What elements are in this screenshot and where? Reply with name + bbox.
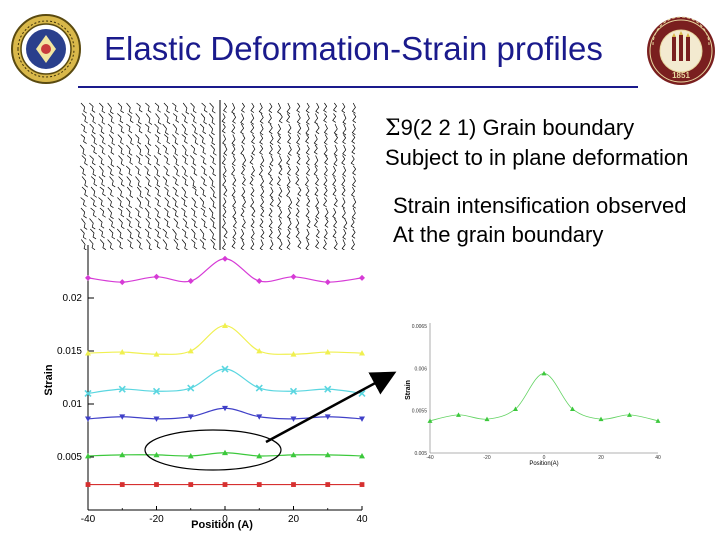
data-point (359, 350, 365, 356)
x-tick-label: 40 (356, 514, 368, 525)
data-point (222, 322, 228, 328)
data-point (119, 279, 126, 286)
y-tick-label: 0.01 (63, 399, 83, 410)
data-point (291, 482, 296, 487)
boundary-text: 9(2 2 1) Grain boundary (400, 115, 635, 140)
data-point (359, 482, 365, 487)
boundary-line: Σ9(2 2 1) Grain boundary (385, 113, 688, 143)
inset-strain-chart: -40 -20 0 20 40 0.005 0.0055 0.006 0.0065 Positi… (398, 318, 668, 473)
data-point (119, 414, 126, 420)
florida-state-university-seal-icon: 1851 (645, 15, 717, 92)
y-tick-label: 0.015 (57, 346, 82, 357)
data-point (118, 385, 126, 393)
atomic-lattice-image (79, 100, 361, 255)
inset-y-tick-label: 0.0065 (412, 324, 428, 330)
main-y-axis-label: Strain (43, 364, 55, 395)
y-tick-label: 0.005 (57, 452, 82, 463)
strain-profile-chart: -40 -20 0 20 40 0.005 0.01 0.015 0.02 Position (… (40, 245, 370, 540)
series-line-0 (87, 258, 363, 283)
data-point (119, 482, 125, 487)
inset-y-axis-label: Strain (405, 380, 412, 400)
inset-y-tick-label: 0.006 (414, 366, 427, 372)
data-point (359, 274, 365, 281)
data-point (325, 482, 331, 487)
data-point (153, 416, 160, 422)
data-point (256, 278, 263, 285)
inset-data-point (655, 418, 661, 423)
data-point (256, 414, 263, 420)
inset-x-tick-label: 20 (598, 455, 604, 461)
data-point (290, 351, 297, 357)
data-point (152, 387, 161, 395)
inset-data-point (627, 412, 632, 417)
inset-data-point (598, 416, 604, 422)
data-point (187, 348, 194, 354)
data-point (188, 482, 194, 487)
slide-title: Elastic Deformation-Strain profiles (104, 30, 603, 67)
x-tick-label: -40 (81, 514, 96, 525)
inset-data-point (427, 418, 433, 423)
grain-boundary-line: At the grain boundary (393, 222, 604, 247)
data-point (256, 348, 263, 354)
data-point (324, 349, 331, 355)
inset-x-axis-label: Position(A) (529, 461, 558, 467)
description-block-2: Strain intensification observed At the g… (393, 191, 687, 249)
x-tick-label: 0 (222, 514, 228, 525)
data-point (85, 416, 91, 422)
data-point (153, 351, 160, 357)
y-tick-label: 0.02 (63, 293, 83, 304)
data-point (222, 255, 228, 262)
inset-x-tick-label: -40 (426, 455, 433, 461)
data-point (187, 278, 194, 285)
data-point (119, 451, 126, 458)
data-point (119, 349, 126, 355)
lattice-network (79, 102, 357, 251)
data-point (85, 482, 91, 487)
data-point (84, 389, 92, 397)
university-seal-icon (10, 13, 82, 90)
series-line-1 (87, 324, 363, 355)
data-point (85, 350, 91, 356)
description-block-1: Σ9(2 2 1) Grain boundary Subject to in p… (385, 113, 688, 172)
data-point (187, 414, 194, 420)
data-point (290, 451, 297, 458)
inset-x-tick-label: -20 (483, 455, 490, 461)
x-tick-label: 20 (288, 514, 300, 525)
data-point (222, 482, 228, 487)
data-point (153, 273, 160, 280)
data-point (154, 482, 159, 487)
sigma-symbol: Σ (385, 116, 401, 141)
inset-x-tick-label: 40 (655, 455, 661, 461)
data-point (221, 365, 229, 373)
data-point (256, 482, 262, 487)
series-line-2 (87, 368, 363, 394)
inset-data-point (484, 416, 490, 422)
data-point (85, 274, 91, 281)
inset-data-point (570, 406, 575, 411)
intensification-line: Strain intensification observed (393, 193, 687, 218)
data-point (324, 451, 331, 458)
inset-x-tick-label: 0 (543, 455, 546, 461)
inset-data-point (541, 370, 547, 376)
inset-y-tick-label: 0.0055 (412, 409, 428, 415)
data-point (359, 452, 365, 459)
main-x-axis-label: Position (A) (191, 519, 253, 531)
data-point (290, 273, 297, 280)
deformation-line: Subject to in plane deformation (385, 145, 689, 170)
inset-data-point (456, 412, 461, 417)
x-tick-label: -20 (149, 514, 164, 525)
title-divider (78, 86, 638, 88)
data-point (85, 452, 91, 459)
data-point (255, 384, 263, 392)
data-point (324, 279, 331, 286)
data-point (222, 405, 228, 412)
inset-series-line (429, 373, 659, 422)
data-point (187, 384, 195, 392)
inset-data-point (513, 406, 518, 411)
inset-y-tick-label: 0.005 (414, 451, 427, 457)
seal-year: 1851 (672, 71, 690, 80)
